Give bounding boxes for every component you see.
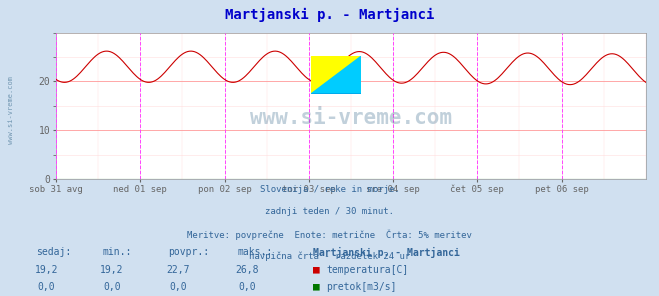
Text: 22,7: 22,7 <box>166 265 190 275</box>
Text: min.:: min.: <box>102 247 132 257</box>
Text: Meritve: povprečne  Enote: metrične  Črta: 5% meritev: Meritve: povprečne Enote: metrične Črta:… <box>187 229 472 240</box>
Text: Martjanski p. - Martjanci: Martjanski p. - Martjanci <box>313 247 460 258</box>
Text: ■: ■ <box>313 282 320 292</box>
Text: Slovenija / reke in morje.: Slovenija / reke in morje. <box>260 185 399 194</box>
Polygon shape <box>311 56 361 94</box>
Text: Martjanski p. - Martjanci: Martjanski p. - Martjanci <box>225 7 434 22</box>
Text: 19,2: 19,2 <box>34 265 58 275</box>
Text: temperatura[C]: temperatura[C] <box>326 265 409 275</box>
Text: 0,0: 0,0 <box>38 282 55 292</box>
Text: zadnji teden / 30 minut.: zadnji teden / 30 minut. <box>265 207 394 216</box>
Text: 26,8: 26,8 <box>235 265 259 275</box>
Polygon shape <box>311 94 361 113</box>
Text: povpr.:: povpr.: <box>168 247 209 257</box>
Text: ■: ■ <box>313 265 320 275</box>
Text: www.si-vreme.com: www.si-vreme.com <box>250 107 452 128</box>
Text: 0,0: 0,0 <box>169 282 186 292</box>
Text: navpična črta - razdelek 24 ur: navpična črta - razdelek 24 ur <box>249 252 410 261</box>
Text: maks.:: maks.: <box>237 247 272 257</box>
Polygon shape <box>311 56 361 94</box>
Text: 0,0: 0,0 <box>239 282 256 292</box>
Text: www.si-vreme.com: www.si-vreme.com <box>8 75 14 144</box>
Text: pretok[m3/s]: pretok[m3/s] <box>326 282 397 292</box>
Text: sedaj:: sedaj: <box>36 247 71 257</box>
Text: 19,2: 19,2 <box>100 265 124 275</box>
Text: 0,0: 0,0 <box>103 282 121 292</box>
